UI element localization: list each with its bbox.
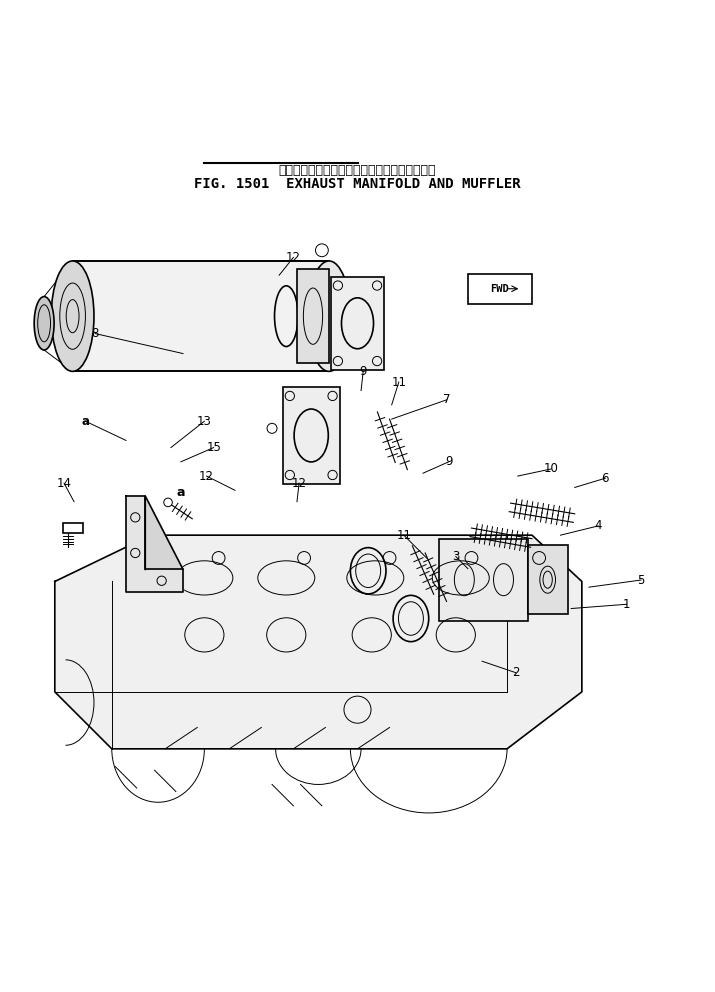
Text: 4: 4: [594, 520, 602, 533]
Text: 2: 2: [512, 667, 519, 680]
Ellipse shape: [164, 498, 172, 507]
Text: a: a: [82, 415, 89, 428]
Polygon shape: [126, 496, 183, 592]
Text: FIG. 1501  EXHAUST MANIFOLD AND MUFFLER: FIG. 1501 EXHAUST MANIFOLD AND MUFFLER: [194, 177, 521, 191]
Text: 6: 6: [601, 471, 609, 485]
Bar: [297, 269, 329, 363]
Text: 5: 5: [637, 573, 645, 586]
Ellipse shape: [315, 244, 328, 257]
Text: 9: 9: [445, 455, 453, 468]
Text: 12: 12: [292, 477, 307, 490]
Text: 12: 12: [286, 251, 301, 264]
Text: 15: 15: [206, 441, 221, 454]
Ellipse shape: [267, 424, 277, 434]
Text: 12: 12: [199, 469, 214, 482]
Text: 1: 1: [623, 598, 631, 611]
Bar: [73, 261, 329, 371]
Polygon shape: [55, 535, 582, 749]
Text: エキゾースト　マニホールド　および　マフラ: エキゾースト マニホールド および マフラ: [279, 164, 436, 177]
Bar: [440, 539, 528, 621]
Text: 13: 13: [197, 415, 212, 428]
Text: a: a: [177, 486, 185, 499]
Text: 8: 8: [92, 327, 99, 340]
Text: 7: 7: [443, 394, 450, 407]
Text: 9: 9: [360, 365, 367, 378]
Bar: [63, 523, 82, 533]
Text: 11: 11: [391, 376, 406, 389]
Text: 3: 3: [452, 550, 460, 563]
Ellipse shape: [34, 297, 54, 350]
Polygon shape: [145, 496, 183, 569]
Bar: [331, 277, 384, 370]
Text: 14: 14: [56, 477, 72, 490]
Text: 11: 11: [396, 529, 411, 542]
Bar: [528, 546, 568, 614]
Text: 10: 10: [544, 462, 558, 475]
Text: FWD: FWD: [490, 284, 509, 294]
Bar: [468, 274, 532, 304]
Ellipse shape: [307, 261, 350, 371]
Ellipse shape: [51, 261, 94, 371]
Bar: [282, 388, 340, 483]
